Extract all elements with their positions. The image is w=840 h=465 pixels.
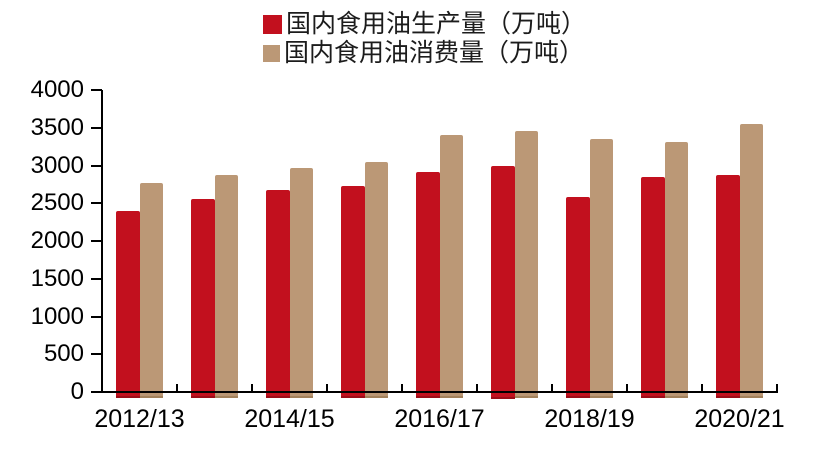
y-axis-line: [101, 90, 103, 393]
legend-swatch-production-icon: [263, 14, 282, 34]
y-tick-mark: [91, 164, 102, 167]
y-tick-label-4000: 4000: [30, 76, 84, 103]
y-tick-label-2500: 2500: [30, 189, 84, 217]
legend-item-production: 国内食用油生产量（万吨）: [263, 10, 586, 38]
bar-production-2020/21: [715, 174, 740, 399]
y-tick-mark: [91, 315, 102, 318]
y-tick-mark: [91, 240, 102, 242]
y-tick-mark: [91, 89, 102, 91]
legend-label-production: 国内食用油生产量（万吨）: [286, 9, 587, 38]
y-tick-mark: [91, 277, 102, 280]
bar-production-2018/19: [565, 197, 590, 399]
x-tick-label-2016/17: 2016/17: [394, 405, 485, 433]
bar-consumption-2014/15: [289, 167, 313, 399]
y-tick-label-1500: 1500: [30, 264, 84, 292]
x-tick-mark: [476, 384, 478, 392]
x-tick-mark: [176, 384, 178, 392]
x-tick-mark: [701, 384, 703, 392]
x-tick-label-2012/13: 2012/13: [94, 405, 185, 433]
y-tick-mark: [91, 353, 102, 356]
bar-consumption-2015/16: [364, 161, 388, 399]
legend-item-consumption: 国内食用油消费量（万吨）: [263, 39, 586, 67]
y-tick-mark: [91, 126, 102, 129]
x-tick-mark: [401, 384, 403, 392]
legend: 国内食用油生产量（万吨） 国内食用油消费量（万吨）: [263, 10, 586, 67]
bar-production-2016/17: [415, 171, 440, 399]
y-tick-mark: [91, 391, 102, 393]
x-axis-line: [101, 391, 778, 393]
y-tick-label-3500: 3500: [30, 113, 84, 141]
x-tick-label-2018/19: 2018/19: [544, 405, 635, 433]
bar-production-2017/18: [490, 165, 515, 399]
bar-production-2012/13: [115, 210, 140, 399]
legend-label-consumption: 国内食用油消费量（万吨）: [284, 38, 585, 67]
x-tick-mark: [776, 384, 778, 392]
y-tick-label-1000: 1000: [30, 302, 84, 330]
y-tick-label-2000: 2000: [30, 227, 84, 254]
bar-consumption-2019/20: [664, 142, 688, 399]
bar-consumption-2017/18: [514, 130, 538, 399]
x-tick-mark: [626, 384, 628, 392]
y-tick-label-0: 0: [70, 378, 84, 405]
bar-consumption-2016/17: [439, 135, 463, 399]
y-tick-label-3000: 3000: [30, 151, 84, 179]
bar-consumption-2020/21: [739, 123, 763, 399]
bar-consumption-2018/19: [589, 139, 613, 399]
bar-production-2015/16: [340, 185, 365, 399]
bar-consumption-2012/13: [139, 182, 163, 399]
bar-production-2014/15: [265, 190, 290, 399]
y-tick-mark: [91, 202, 102, 205]
x-tick-mark: [251, 384, 253, 392]
x-tick-label-2020/21: 2020/21: [694, 405, 785, 433]
x-tick-label-2014/15: 2014/15: [244, 405, 335, 433]
y-tick-label-500: 500: [43, 340, 84, 368]
x-tick-mark: [551, 384, 553, 392]
x-tick-mark: [326, 384, 328, 392]
legend-swatch-consumption-icon: [263, 44, 280, 62]
bar-consumption-2013/14: [214, 174, 238, 399]
bar-production-2013/14: [190, 199, 215, 399]
bar-production-2019/20: [640, 176, 665, 399]
